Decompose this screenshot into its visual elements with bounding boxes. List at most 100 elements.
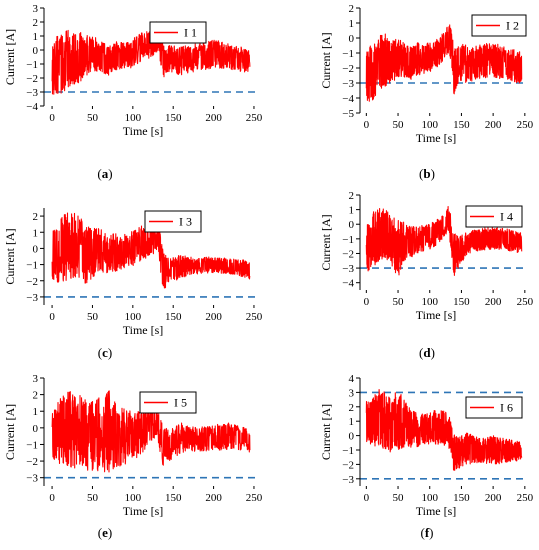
- x-tick-label: 0: [364, 119, 370, 131]
- y-tick-label: −1: [26, 59, 38, 71]
- y-tick-label: 3: [349, 387, 355, 399]
- y-tick-label: −1: [342, 445, 354, 457]
- y-tick-label: −3: [342, 474, 354, 486]
- panel-caption: (a): [97, 166, 112, 181]
- panel-e: −3 −2 −1 0 1 2 3 0 50 100 150 200 250 Time [s] Current…: [3, 373, 263, 540]
- x-tick-label: 250: [246, 492, 263, 504]
- y-tick-label: 0: [349, 33, 355, 45]
- panel-d: −4 −3 −2 −1 0 1 2 0 50 100 150 200 250 Time [s] Curren…: [319, 190, 534, 360]
- x-tick-label: 250: [517, 296, 534, 308]
- x-tick-label: 250: [246, 311, 263, 323]
- x-axis-label: Time [s]: [416, 131, 457, 145]
- y-tick-label: −1: [26, 260, 38, 272]
- x-tick-label: 0: [49, 492, 55, 504]
- y-tick-label: −2: [342, 459, 354, 471]
- y-tick-label: 2: [33, 390, 39, 402]
- x-tick-label: 100: [125, 112, 142, 124]
- y-tick-label: −5: [342, 108, 354, 120]
- panel-b: −5 −4 −3 −2 −1 0 1 2 0 50 100 150 200 250 Time [s] Curr…: [319, 3, 534, 181]
- y-axis-label: Current [A]: [3, 29, 17, 85]
- legend-label: I 6: [500, 401, 513, 415]
- y-tick-label: −3: [26, 87, 38, 99]
- y-tick-label: −2: [26, 73, 38, 85]
- y-tick-label: 3: [33, 3, 39, 15]
- x-tick-label: 250: [517, 119, 534, 131]
- legend-label: I 1: [184, 26, 197, 40]
- y-tick-label: −1: [342, 48, 354, 60]
- y-axis-label: Current [A]: [3, 404, 17, 460]
- y-tick-label: 1: [349, 18, 355, 30]
- y-tick-label: 1: [349, 205, 355, 217]
- y-tick-label: −2: [26, 456, 38, 468]
- x-tick-label: 200: [205, 112, 222, 124]
- y-tick-label: 4: [349, 373, 355, 385]
- panel-caption: (f): [420, 525, 433, 540]
- y-tick-label: 0: [349, 219, 355, 231]
- y-tick-label: 2: [349, 402, 355, 414]
- x-tick-label: 150: [165, 311, 182, 323]
- x-tick-label: 150: [453, 296, 470, 308]
- y-tick-label: −3: [342, 263, 354, 275]
- x-tick-label: 150: [165, 112, 182, 124]
- y-tick-label: 2: [349, 190, 355, 202]
- x-tick-label: 0: [49, 112, 55, 124]
- x-axis-label: Time [s]: [416, 504, 457, 518]
- y-tick-label: 0: [349, 431, 355, 443]
- x-tick-label: 50: [393, 492, 405, 504]
- signal-series-2: [365, 24, 523, 102]
- x-tick-label: 0: [364, 296, 370, 308]
- y-tick-label: 1: [33, 406, 39, 418]
- y-axis-label: Current [A]: [319, 214, 333, 270]
- y-axis-label: Current [A]: [319, 32, 333, 88]
- x-axis-label: Time [s]: [123, 124, 164, 138]
- y-axis-label: Current [A]: [319, 404, 333, 460]
- x-tick-label: 250: [246, 112, 263, 124]
- panel-caption: (e): [98, 525, 112, 540]
- x-tick-label: 0: [364, 492, 370, 504]
- y-tick-label: −2: [342, 63, 354, 75]
- x-tick-label: 250: [517, 492, 534, 504]
- x-tick-label: 200: [205, 311, 222, 323]
- signal-series-4: [365, 206, 523, 276]
- x-tick-label: 150: [453, 119, 470, 131]
- y-tick-label: −3: [26, 292, 38, 304]
- legend-label: I 3: [179, 215, 192, 229]
- x-axis-label: Time [s]: [416, 308, 457, 322]
- x-tick-label: 50: [87, 311, 99, 323]
- y-tick-label: 0: [33, 45, 39, 57]
- panel-caption: (d): [419, 345, 435, 360]
- x-tick-label: 50: [393, 119, 405, 131]
- x-axis-label: Time [s]: [123, 504, 164, 518]
- legend-label: I 2: [506, 19, 519, 33]
- x-tick-label: 100: [125, 311, 142, 323]
- y-tick-label: 1: [349, 416, 355, 428]
- signal-series-3: [51, 212, 251, 289]
- signal-series-1: [51, 21, 251, 95]
- y-tick-label: 2: [33, 17, 39, 29]
- panel-c: −3 −2 −1 0 1 2 0 50 100 150 200 250 Time [s] Current …: [3, 208, 263, 360]
- y-tick-label: 2: [33, 211, 39, 223]
- x-tick-label: 100: [125, 492, 142, 504]
- y-tick-label: 3: [33, 373, 39, 385]
- x-axis-label: Time [s]: [123, 323, 164, 337]
- x-tick-label: 200: [485, 492, 502, 504]
- signal-series-6: [365, 389, 523, 471]
- y-axis-label: Current [A]: [3, 228, 17, 284]
- y-tick-label: 0: [33, 243, 39, 255]
- y-tick-label: −2: [26, 276, 38, 288]
- y-tick-label: 2: [349, 3, 355, 15]
- x-tick-label: 200: [205, 492, 222, 504]
- panel-a: −4 −3 −2 −1 0 1 2 3 0 50 100 150 200 250 Time [s] Curre…: [3, 3, 263, 181]
- y-tick-label: −4: [26, 101, 38, 113]
- x-tick-label: 200: [485, 119, 502, 131]
- x-tick-label: 100: [421, 119, 438, 131]
- x-tick-label: 150: [165, 492, 182, 504]
- legend-label: I 5: [174, 396, 187, 410]
- y-tick-label: 0: [33, 423, 39, 435]
- y-tick-label: −3: [26, 473, 38, 485]
- x-tick-label: 0: [49, 311, 55, 323]
- y-tick-label: −2: [342, 248, 354, 260]
- panel-f: −3 −2 −1 0 1 2 3 4 0 50 100 150 200 250 Time [s] Curren…: [319, 373, 534, 540]
- y-tick-label: −3: [342, 78, 354, 90]
